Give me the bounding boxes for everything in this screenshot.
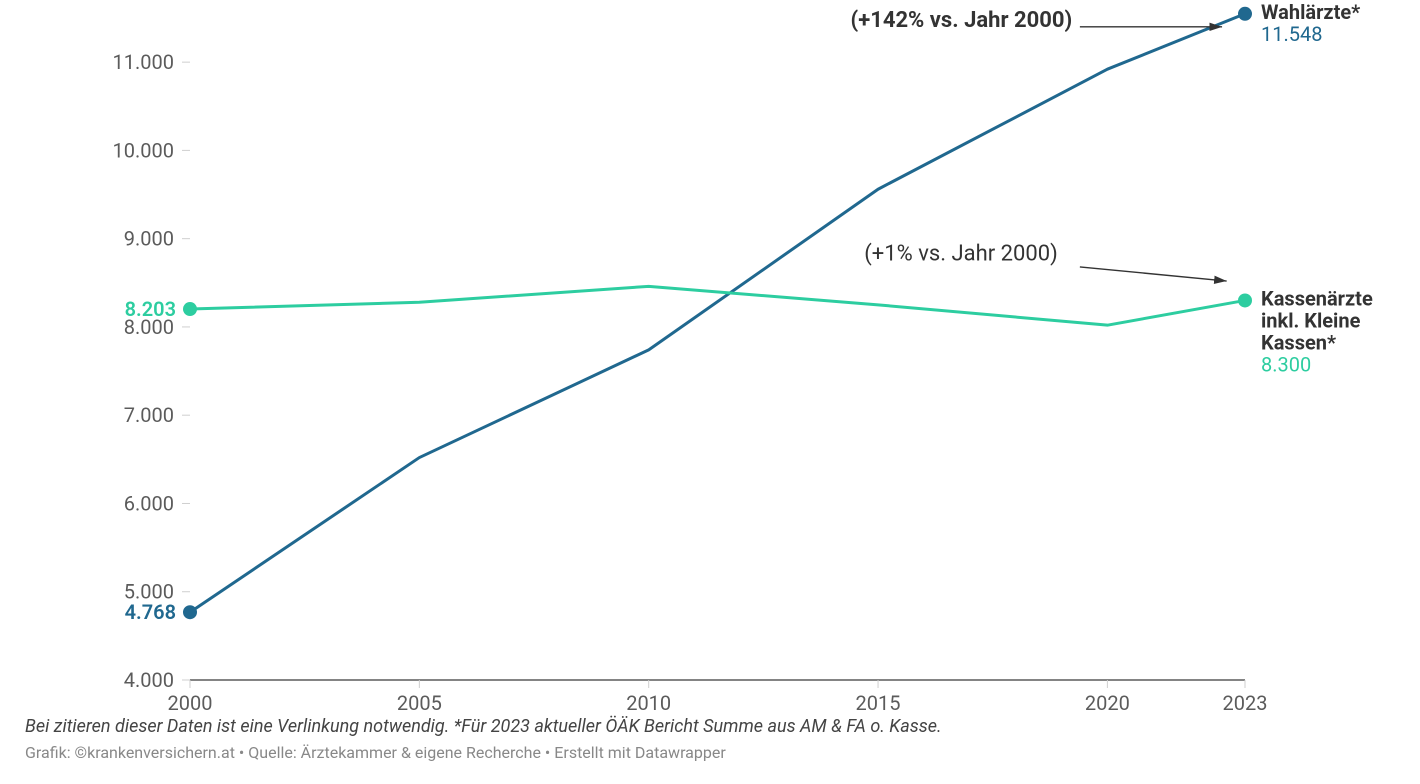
- chart-container: 4.0005.0006.0007.0008.0009.00010.00011.0…: [0, 0, 1420, 784]
- x-tick-label: 2000: [168, 691, 213, 715]
- annotation-arrow-kassenaerzte: [1080, 267, 1227, 281]
- footer-note: Bei zitieren dieser Daten ist eine Verli…: [25, 716, 1395, 737]
- y-tick-label: 11.000: [113, 50, 174, 74]
- x-tick-label: 2005: [397, 691, 442, 715]
- series-annotation-kassenaerzte: (+1% vs. Jahr 2000): [864, 242, 1057, 267]
- series-line-kassenaerzte: [190, 286, 1245, 325]
- x-tick-label: 2023: [1223, 691, 1268, 715]
- series-end-value-kassenaerzte: 8.300: [1261, 352, 1311, 376]
- series-start-label-wahlaerzte: 4.768: [125, 600, 176, 624]
- series-marker-kassenaerzte: [183, 302, 197, 316]
- series-marker-kassenaerzte: [1238, 293, 1252, 307]
- series-start-label-kassenaerzte: 8.203: [125, 297, 176, 321]
- line-chart: 4.0005.0006.0007.0008.0009.00010.00011.0…: [0, 0, 1420, 784]
- y-tick-label: 9.000: [124, 227, 174, 251]
- y-tick-label: 6.000: [124, 491, 174, 515]
- series-end-value-wahlaerzte: 11.548: [1261, 22, 1322, 46]
- chart-footer: Bei zitieren dieser Daten ist eine Verli…: [25, 716, 1395, 762]
- series-end-title-kassenaerzte: Kassenärzte: [1261, 286, 1373, 310]
- series-line-wahlaerzte: [190, 14, 1245, 612]
- y-tick-label: 4.000: [124, 668, 174, 692]
- x-tick-label: 2015: [856, 691, 901, 715]
- x-tick-label: 2010: [626, 691, 671, 715]
- series-marker-wahlaerzte: [1238, 7, 1252, 21]
- series-marker-wahlaerzte: [183, 605, 197, 619]
- y-tick-label: 10.000: [113, 138, 174, 162]
- x-tick-label: 2020: [1085, 691, 1130, 715]
- series-end-title-wahlaerzte: Wahlärzte*: [1261, 0, 1360, 24]
- series-end-title-kassenaerzte: inkl. Kleine: [1261, 308, 1361, 332]
- footer-credit: Grafik: ©krankenversichern.at • Quelle: …: [25, 743, 1395, 762]
- series-annotation-wahlaerzte: (+142% vs. Jahr 2000): [851, 8, 1073, 33]
- y-tick-label: 7.000: [124, 403, 174, 427]
- series-end-title-kassenaerzte: Kassen*: [1261, 330, 1336, 354]
